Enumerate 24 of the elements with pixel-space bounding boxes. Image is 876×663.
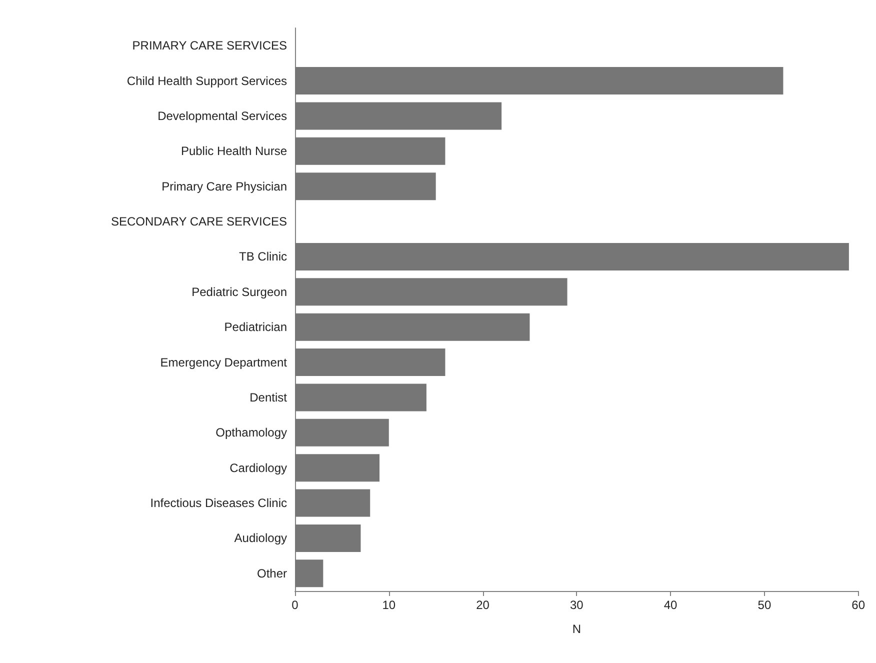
- y-tick-label: PRIMARY CARE SERVICES: [132, 38, 287, 53]
- y-tick-label: Pediatrician: [224, 320, 287, 334]
- y-tick-label: TB Clinic: [238, 250, 287, 264]
- x-tick-label: 20: [476, 598, 490, 612]
- y-tick-label: Public Health Nurse: [180, 144, 288, 158]
- x-tick-label: 50: [758, 598, 772, 612]
- y-tick-label: Pediatric Surgeon: [192, 284, 287, 299]
- x-tick-label: 0: [292, 598, 299, 612]
- y-tick-label: Audiology: [234, 531, 287, 546]
- y-tick-label: Developmental Services: [158, 108, 287, 123]
- y-tick-label: Primary Care Physician: [162, 179, 287, 194]
- x-tick-label: 30: [570, 598, 584, 612]
- y-tick-label: Cardiology: [230, 460, 287, 475]
- x-tick-label: 40: [664, 598, 678, 612]
- x-tick-label: 10: [382, 598, 396, 612]
- y-tick-label: SECONDARY CARE SERVICES: [110, 214, 287, 229]
- y-tick-label: Emergency Department: [160, 355, 288, 370]
- y-tick-label: Dentist: [250, 390, 288, 404]
- x-axis-title: N: [572, 622, 581, 636]
- y-tick-label: Opthamology: [216, 426, 287, 440]
- y-tick-label: Child Health Support Services: [126, 74, 287, 88]
- y-tick-label: Infectious Diseases Clinic: [150, 496, 287, 510]
- x-tick-label: 60: [852, 598, 866, 612]
- y-tick-label: Other: [256, 566, 287, 580]
